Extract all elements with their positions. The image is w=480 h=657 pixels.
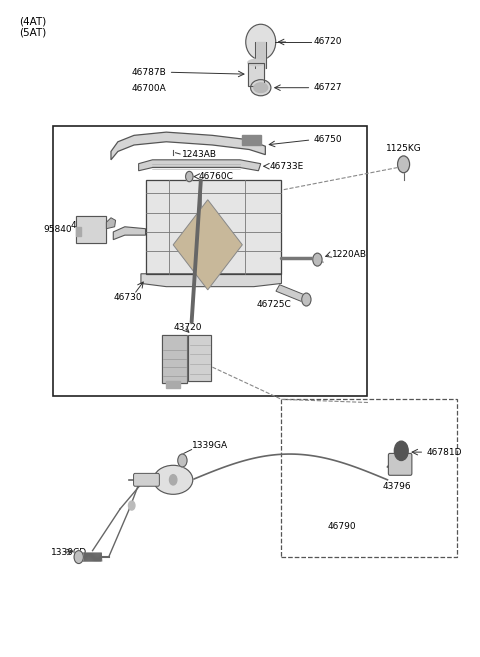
- Bar: [188, 335, 211, 381]
- Polygon shape: [111, 132, 265, 160]
- Ellipse shape: [154, 465, 193, 494]
- Text: (4AT): (4AT): [19, 16, 46, 26]
- Ellipse shape: [246, 24, 276, 60]
- Text: 46781D: 46781D: [427, 447, 462, 457]
- FancyBboxPatch shape: [133, 473, 159, 486]
- Text: 46725C: 46725C: [256, 300, 291, 309]
- Bar: [76, 227, 81, 237]
- Bar: [248, 62, 264, 86]
- Circle shape: [397, 156, 409, 173]
- Text: 46760C: 46760C: [199, 172, 233, 181]
- Text: 46790: 46790: [327, 522, 356, 531]
- Bar: [248, 62, 264, 86]
- Text: 46733E: 46733E: [270, 162, 304, 171]
- Polygon shape: [113, 227, 145, 240]
- Text: 46750: 46750: [314, 135, 342, 145]
- Bar: [76, 216, 107, 243]
- Bar: [242, 135, 261, 145]
- FancyBboxPatch shape: [388, 453, 412, 475]
- Bar: [188, 335, 211, 381]
- Bar: [53, 125, 367, 396]
- Circle shape: [74, 551, 84, 564]
- Polygon shape: [141, 274, 281, 286]
- Circle shape: [395, 442, 408, 461]
- Text: 43796: 43796: [383, 482, 411, 491]
- Bar: [145, 181, 281, 274]
- Text: 46735: 46735: [71, 221, 99, 230]
- Polygon shape: [107, 217, 116, 229]
- Ellipse shape: [254, 83, 268, 93]
- Circle shape: [313, 253, 322, 266]
- Bar: [76, 216, 107, 243]
- Bar: [281, 399, 456, 557]
- Text: 1220AB: 1220AB: [332, 250, 367, 259]
- Text: 43720: 43720: [173, 323, 202, 332]
- Bar: [162, 335, 187, 383]
- Bar: [145, 181, 281, 274]
- Circle shape: [302, 293, 311, 306]
- Ellipse shape: [251, 79, 271, 96]
- Circle shape: [169, 474, 177, 485]
- Circle shape: [129, 501, 135, 510]
- Bar: [255, 42, 266, 68]
- Bar: [166, 381, 180, 388]
- Polygon shape: [173, 200, 242, 290]
- Text: 95840: 95840: [43, 225, 72, 234]
- Circle shape: [186, 171, 193, 182]
- Text: 1125KG: 1125KG: [386, 144, 421, 152]
- Text: 1243AB: 1243AB: [182, 150, 217, 158]
- Circle shape: [178, 454, 187, 467]
- Text: 46727: 46727: [314, 83, 342, 92]
- Text: 46720: 46720: [314, 37, 342, 47]
- Text: 46787B: 46787B: [132, 68, 166, 77]
- Polygon shape: [276, 284, 308, 303]
- Ellipse shape: [248, 59, 264, 66]
- Bar: [162, 335, 187, 383]
- Text: 46700A: 46700A: [132, 84, 166, 93]
- Text: 46730: 46730: [113, 293, 142, 302]
- Polygon shape: [139, 160, 261, 171]
- Text: 1339CD: 1339CD: [51, 548, 87, 557]
- Text: 1339GA: 1339GA: [192, 441, 228, 449]
- Text: (5AT): (5AT): [19, 27, 46, 37]
